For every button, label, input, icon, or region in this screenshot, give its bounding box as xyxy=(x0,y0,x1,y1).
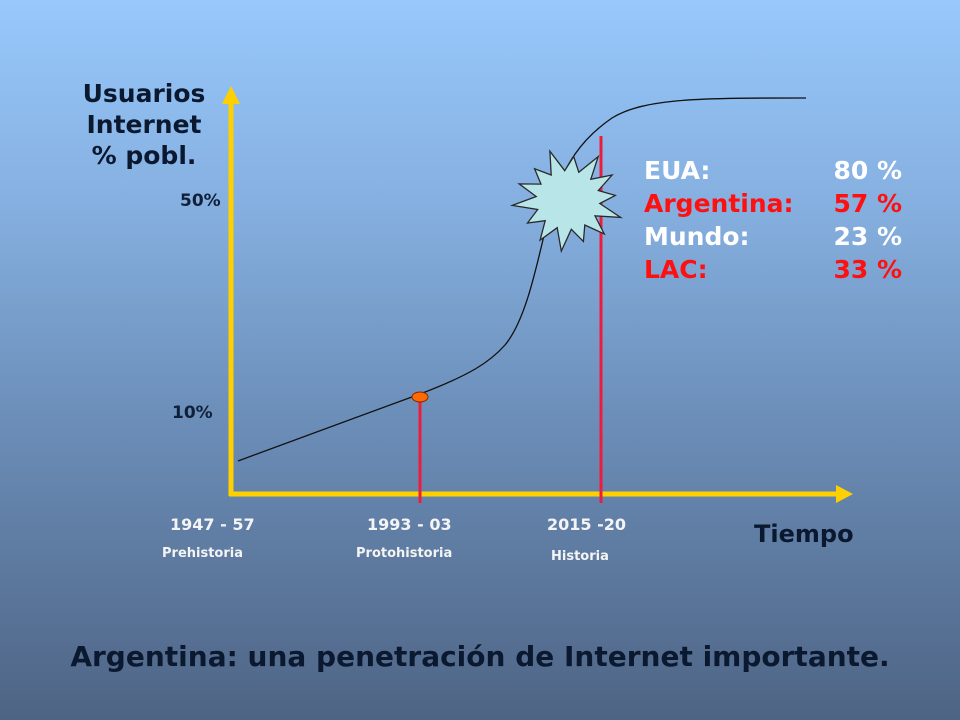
stat-row-mundo: Mundo: 23 % xyxy=(644,220,902,253)
x-category-sublabel-protohistoria: Protohistoria xyxy=(356,546,453,561)
marker-dot-1993-03 xyxy=(411,391,429,403)
stat-row-eua: EUA: 80 % xyxy=(644,154,902,187)
y-axis-label-line-2: Internet xyxy=(86,110,202,139)
stat-label: LAC: xyxy=(644,255,708,284)
y-axis-arrow xyxy=(222,86,240,104)
y-axis-label-line-1: Usuarios xyxy=(82,79,206,108)
y-axis-label: Usuarios Internet % pobl. xyxy=(60,78,228,171)
stat-value: 23 % xyxy=(833,222,902,251)
chart-axes xyxy=(222,86,853,503)
x-category-label-1947-57: 1947 - 57 xyxy=(170,515,255,534)
stat-value: 80 % xyxy=(833,156,902,185)
stat-value: 57 % xyxy=(833,189,902,218)
y-tick-label-10: 10% xyxy=(172,403,213,423)
stats-panel: EUA: 80 % Argentina: 57 % Mundo: 23 % LA… xyxy=(644,154,902,286)
slide-caption: Argentina: una penetración de Internet i… xyxy=(70,640,890,673)
x-category-sublabel-historia: Historia xyxy=(551,549,609,564)
stat-label: EUA: xyxy=(644,156,711,185)
stat-row-lac: LAC: 33 % xyxy=(644,253,902,286)
stat-value: 33 % xyxy=(833,255,902,284)
explosion-starburst-icon xyxy=(509,149,624,254)
stat-label: Mundo: xyxy=(644,222,750,251)
y-tick-label-50: 50% xyxy=(180,191,221,211)
y-axis-label-line-3: % pobl. xyxy=(91,141,197,170)
x-category-label-2015-20: 2015 -20 xyxy=(547,515,627,534)
x-category-label-1993-03: 1993 - 03 xyxy=(367,515,452,534)
stat-label: Argentina: xyxy=(644,189,794,218)
x-axis-label: Tiempo xyxy=(754,520,854,548)
stat-row-argentina: Argentina: 57 % xyxy=(644,187,902,220)
x-category-sublabel-prehistoria: Prehistoria xyxy=(162,546,243,561)
x-axis-arrow xyxy=(836,485,853,503)
